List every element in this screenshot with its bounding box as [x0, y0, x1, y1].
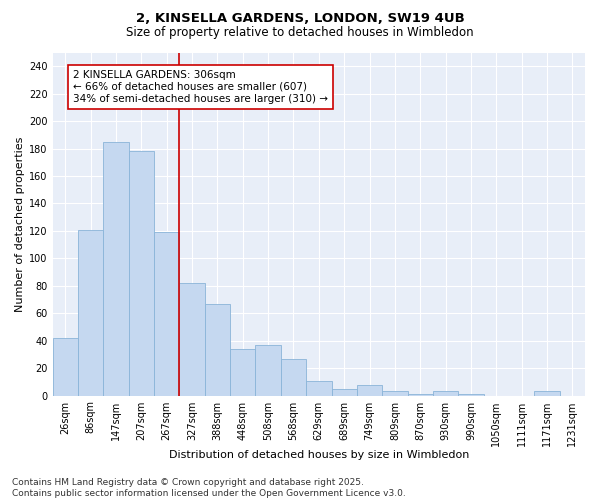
- X-axis label: Distribution of detached houses by size in Wimbledon: Distribution of detached houses by size …: [169, 450, 469, 460]
- Bar: [458, 394, 484, 396]
- Bar: [306, 380, 332, 396]
- Bar: [53, 338, 78, 396]
- Bar: [205, 304, 230, 396]
- Text: Contains HM Land Registry data © Crown copyright and database right 2025.
Contai: Contains HM Land Registry data © Crown c…: [12, 478, 406, 498]
- Bar: [256, 345, 281, 396]
- Bar: [433, 392, 458, 396]
- Bar: [382, 392, 407, 396]
- Bar: [154, 232, 179, 396]
- Bar: [281, 358, 306, 396]
- Y-axis label: Number of detached properties: Number of detached properties: [15, 136, 25, 312]
- Text: 2, KINSELLA GARDENS, LONDON, SW19 4UB: 2, KINSELLA GARDENS, LONDON, SW19 4UB: [136, 12, 464, 26]
- Bar: [129, 152, 154, 396]
- Bar: [332, 388, 357, 396]
- Bar: [407, 394, 433, 396]
- Bar: [103, 142, 129, 396]
- Bar: [535, 392, 560, 396]
- Bar: [230, 349, 256, 396]
- Bar: [78, 230, 103, 396]
- Bar: [179, 283, 205, 396]
- Bar: [357, 384, 382, 396]
- Text: 2 KINSELLA GARDENS: 306sqm
← 66% of detached houses are smaller (607)
34% of sem: 2 KINSELLA GARDENS: 306sqm ← 66% of deta…: [73, 70, 328, 104]
- Text: Size of property relative to detached houses in Wimbledon: Size of property relative to detached ho…: [126, 26, 474, 39]
